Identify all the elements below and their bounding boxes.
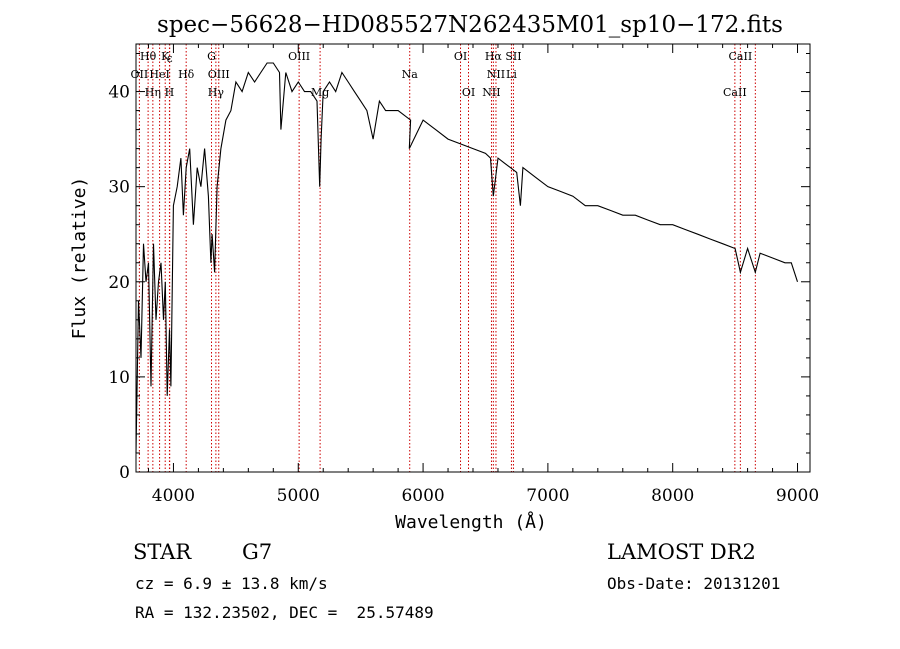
marker-label-5: Hα: [485, 50, 503, 63]
y-tick-label-0: 0: [119, 463, 130, 483]
observation-date: Obs-Date: 20131201: [607, 574, 781, 593]
x-tick-label-0: 4000: [152, 486, 195, 506]
spectral-subclass: G7: [242, 540, 273, 564]
marker-label-2: G: [207, 50, 216, 63]
spectrum-line: [135, 62, 799, 454]
marker-label-22: ε: [167, 52, 173, 65]
x-tick-label-1: 5000: [277, 486, 320, 506]
y-tick-label-3: 30: [108, 178, 130, 198]
y-tick-label-2: 20: [108, 273, 130, 293]
marker-label-10: Hδ: [178, 68, 195, 81]
marker-label-4: OI: [454, 50, 467, 63]
marker-label-9: HeI: [149, 68, 169, 81]
marker-label-21: CaII: [723, 86, 747, 99]
x-axis-ticks: 4000 5000 6000 7000 8000 9000: [147, 44, 819, 506]
x-tick-label-2: 6000: [401, 486, 444, 506]
survey-name: LAMOST DR2: [607, 540, 756, 564]
marker-label-19: OI: [462, 86, 475, 99]
marker-label-1: K: [161, 50, 170, 63]
x-tick-label-3: 7000: [526, 486, 569, 506]
y-tick-label-4: 40: [108, 83, 130, 103]
marker-label-13: NII: [487, 68, 505, 81]
marker-label-3: OIII: [288, 50, 310, 63]
redshift-text: cz = 6.9 ± 13.8 km/s: [135, 574, 328, 593]
object-class: STAR: [133, 540, 192, 564]
marker-label-8: OII: [131, 68, 149, 81]
y-tick-label-1: 10: [108, 368, 130, 388]
y-axis-label: Flux (relative): [69, 177, 90, 340]
marker-label-16: H: [165, 86, 175, 99]
marker-label-11: OIII: [208, 68, 230, 81]
marker-label-12: Na: [402, 68, 419, 81]
marker-label-17: Hγ: [208, 86, 225, 99]
marker-label-20: NII: [482, 86, 500, 99]
x-axis-label: Wavelength (Å): [395, 511, 547, 533]
y-axis-ticks: 0 10 20 30 40: [108, 53, 810, 483]
marker-label-15: Hη: [145, 86, 161, 99]
marker-label-6: SII: [505, 50, 521, 63]
x-tick-label-5: 9000: [776, 486, 819, 506]
marker-label-7: CaII: [729, 50, 753, 63]
marker-label-14: Li: [506, 68, 517, 81]
chart-title: spec−56628−HD085527N262435M01_sp10−172.f…: [157, 12, 783, 38]
coordinates-text: RA = 132.23502, DEC = 25.57489: [135, 603, 434, 622]
plot-frame: [135, 43, 811, 473]
x-tick-label-4: 8000: [651, 486, 694, 506]
marker-label-0: Hθ: [140, 50, 157, 63]
